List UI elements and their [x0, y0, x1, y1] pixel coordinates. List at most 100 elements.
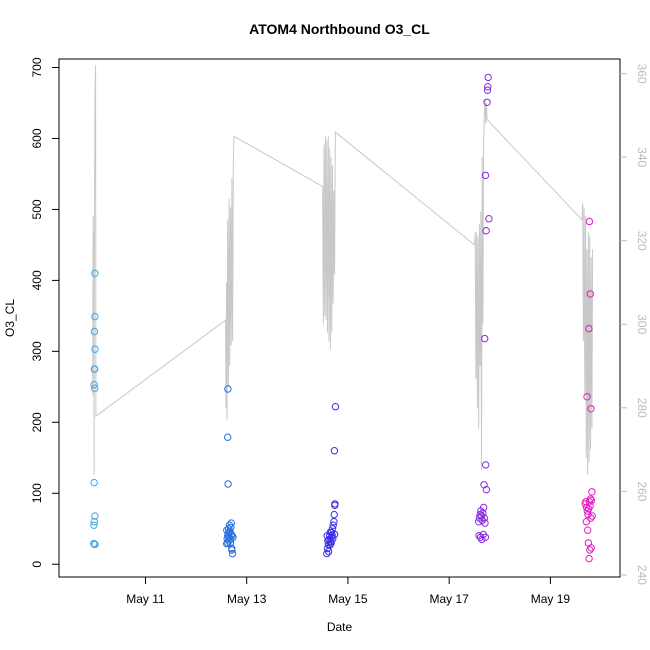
data-point — [331, 500, 339, 508]
data-point — [585, 217, 594, 226]
data-point — [225, 528, 233, 536]
data-point — [479, 509, 487, 517]
right-axis: 240 260 280 300 320 340 360 — [620, 64, 649, 585]
data-point — [481, 519, 489, 527]
data-point — [324, 537, 332, 545]
data-point — [479, 503, 488, 512]
data-point — [587, 405, 595, 413]
data-point — [588, 512, 596, 520]
x-tick-label: May 11 — [126, 592, 165, 606]
y-tick-label: 200 — [30, 412, 44, 432]
data-point — [91, 365, 99, 373]
data-point — [329, 521, 337, 529]
bottom-axis: May 11 May 13 May 15 May 17 May 19 — [126, 577, 570, 606]
data-point — [91, 345, 99, 353]
y-tick-label: 500 — [30, 199, 44, 219]
data-point — [224, 433, 232, 441]
series-group-4 — [475, 73, 493, 544]
data-point — [586, 502, 594, 510]
data-point — [226, 535, 235, 544]
x-axis-label: Date — [327, 620, 353, 634]
data-point — [328, 531, 336, 539]
data-point — [225, 521, 234, 529]
data-point — [587, 496, 596, 505]
data-point — [90, 327, 99, 336]
series-group-3 — [323, 403, 340, 558]
y-tick-label: 0 — [30, 561, 44, 568]
data-point — [330, 518, 338, 526]
y-right-tick-label: 300 — [635, 314, 649, 334]
chart-title: ATOM4 Northbound O3_CL — [249, 21, 430, 37]
data-point — [91, 384, 99, 392]
data-point — [90, 518, 99, 526]
y-tick-label: 700 — [30, 57, 44, 77]
data-point — [586, 290, 594, 298]
y-tick-label: 300 — [30, 341, 44, 361]
y-tick-label: 600 — [30, 128, 44, 148]
data-point — [484, 83, 492, 91]
y-right-tick-label: 320 — [635, 231, 649, 251]
x-tick-label: May 19 — [531, 592, 571, 606]
data-point — [483, 98, 491, 107]
data-point — [331, 403, 340, 411]
data-point — [586, 546, 594, 554]
data-point — [587, 544, 595, 552]
data-point — [482, 461, 490, 469]
x-tick-label: May 15 — [328, 592, 368, 606]
data-point — [588, 488, 596, 496]
data-point — [585, 554, 593, 563]
data-point — [229, 533, 237, 541]
series-group-5 — [581, 217, 596, 563]
y-right-tick-label: 360 — [635, 64, 649, 84]
data-point — [484, 73, 492, 82]
series-group-1 — [90, 269, 99, 549]
trend-line — [92, 65, 594, 475]
data-point — [485, 215, 493, 223]
data-point — [587, 514, 595, 522]
data-point — [480, 514, 488, 522]
data-point — [224, 480, 232, 488]
data-point — [90, 478, 98, 487]
data-point — [90, 381, 98, 389]
data-point — [481, 334, 489, 343]
y-right-tick-label: 240 — [635, 565, 649, 585]
data-point — [330, 510, 338, 519]
data-point — [584, 526, 592, 534]
points-layer — [90, 73, 596, 563]
data-point — [481, 171, 490, 180]
data-point — [91, 269, 99, 277]
data-point — [585, 324, 593, 333]
data-point — [228, 549, 237, 558]
data-point — [482, 227, 490, 235]
plot-frame — [58, 58, 621, 578]
y-right-tick-label: 260 — [635, 481, 649, 501]
series-group-2 — [223, 385, 237, 558]
data-point — [583, 393, 591, 401]
data-point — [323, 549, 331, 558]
y-right-tick-label: 280 — [635, 398, 649, 418]
data-point — [586, 495, 595, 503]
left-axis: 0 100 200 300 400 500 600 700 — [30, 57, 59, 568]
data-point — [90, 521, 98, 529]
data-point — [582, 518, 590, 526]
data-point — [582, 503, 591, 512]
data-point — [483, 86, 492, 94]
data-point — [482, 486, 491, 494]
data-point — [90, 539, 98, 548]
data-point — [481, 533, 490, 541]
x-tick-label: May 13 — [227, 592, 267, 606]
data-point — [91, 512, 99, 520]
y-right-tick-label: 340 — [635, 147, 649, 167]
data-point — [227, 519, 235, 527]
y-tick-label: 100 — [30, 483, 44, 503]
x-tick-label: May 17 — [429, 592, 469, 606]
y-axis-label: O3_CL — [3, 299, 17, 337]
trend-line-layer — [92, 65, 594, 475]
data-point — [224, 385, 232, 393]
y-tick-label: 400 — [30, 270, 44, 290]
data-point — [91, 312, 99, 321]
data-point — [228, 544, 236, 553]
data-point — [91, 540, 99, 549]
data-point — [330, 447, 339, 455]
